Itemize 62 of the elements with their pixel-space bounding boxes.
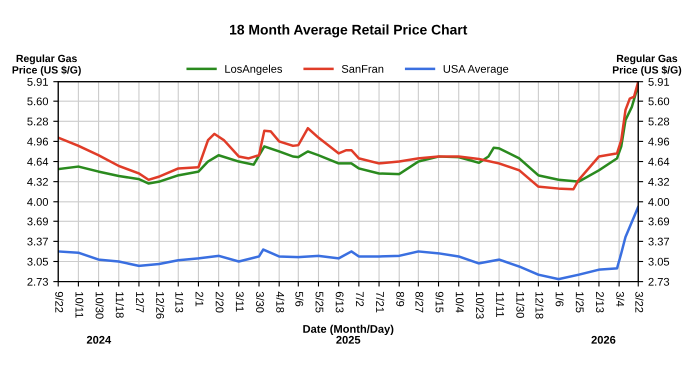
- x-tick-label: 1/6: [556, 292, 564, 306]
- x-tick-label: 3/22: [635, 292, 644, 312]
- y-tick-label: 4.96: [27, 138, 48, 146]
- x-tick-label: 10/30: [96, 292, 104, 319]
- text: 2024: [86, 336, 112, 344]
- x-tick-label: 12/7: [136, 292, 144, 312]
- x-tick-label: 8/27: [415, 292, 424, 312]
- x-tick-label: 10/11: [75, 292, 84, 318]
- chart-title: 18 Month Average Retail Price Chart: [230, 24, 468, 38]
- y-tick-label: 3.05: [27, 258, 48, 266]
- y-tick-label: 2.73: [27, 278, 48, 286]
- x-tick-label: 11/18: [116, 292, 124, 318]
- y-axis-title: Regular Gas Price (US $/G): [12, 54, 81, 76]
- x-tick-label: 5/6: [295, 292, 304, 306]
- legend-label: SanFran: [342, 64, 384, 73]
- x-tick-label: 1/25: [576, 292, 584, 312]
- y-tick-label: 5.60: [27, 97, 48, 106]
- legend-label: LosAngeles: [225, 64, 282, 76]
- y2-tick-label: 4.32: [648, 178, 670, 186]
- x-tick-label: 12/26: [156, 292, 164, 319]
- y2-tick-label: 5.91: [648, 78, 670, 86]
- x-tick-label: 1/13: [175, 292, 184, 312]
- y2-tick-label: 3.05: [648, 258, 670, 266]
- x-tick-label: 10/23: [476, 292, 484, 319]
- x-tick-label: 10/4: [456, 292, 464, 313]
- y-tick-label: 3.69: [27, 218, 48, 226]
- y-tick-label: 5.91: [27, 78, 48, 86]
- x-tick-label: 11/11: [496, 292, 504, 317]
- x-tick-label: 7/21: [376, 292, 384, 312]
- x-tick-label: 12/18: [535, 292, 544, 319]
- y2-tick-label: 5.60: [648, 97, 670, 106]
- x-tick-label: 3/4: [616, 292, 624, 306]
- x-tick-label: 7/2: [356, 292, 364, 306]
- x-tick-label: 2/20: [216, 292, 224, 313]
- y2-axis-title: Regular Gas Price (US $/G): [612, 54, 682, 76]
- x-tick-label: 3/30: [256, 292, 264, 313]
- y-tick-label: 4.64: [27, 158, 48, 166]
- x-tick-label: 4/18: [276, 292, 284, 312]
- x-axis-title: Date (Month/Day): [303, 324, 394, 336]
- x-tick-label: 5/25: [316, 292, 324, 312]
- text: 2025: [336, 336, 360, 344]
- y2-tick-label: 3.69: [648, 218, 670, 226]
- legend-label: USA Average: [444, 64, 508, 76]
- y2-tick-label: 4.64: [648, 158, 670, 166]
- y2-tick-label: 2.73: [648, 278, 670, 286]
- x-tick-label: 8/9: [396, 292, 404, 306]
- text: 2026: [591, 336, 616, 344]
- x-tick-label: 9/15: [436, 292, 444, 312]
- y2-tick-label: 3.37: [648, 238, 670, 246]
- x-tick-label: 11/30: [516, 292, 524, 318]
- x-tick-label: 2/1: [195, 292, 204, 306]
- y2-tick-label: 4.00: [648, 198, 670, 206]
- x-tick-label: 3/11: [236, 292, 244, 312]
- x-tick-label: 2/13: [596, 292, 604, 312]
- x-tick-label: 6/13: [336, 292, 344, 312]
- y-tick-label: 4.00: [27, 198, 48, 206]
- y2-tick-label: 5.28: [648, 118, 670, 126]
- y-tick-label: 3.37: [27, 238, 48, 246]
- y-tick-label: 5.28: [27, 118, 48, 126]
- y-tick-label: 4.32: [27, 178, 48, 186]
- x-tick-label: 9/22: [55, 292, 64, 312]
- y2-tick-label: 4.96: [648, 138, 670, 146]
